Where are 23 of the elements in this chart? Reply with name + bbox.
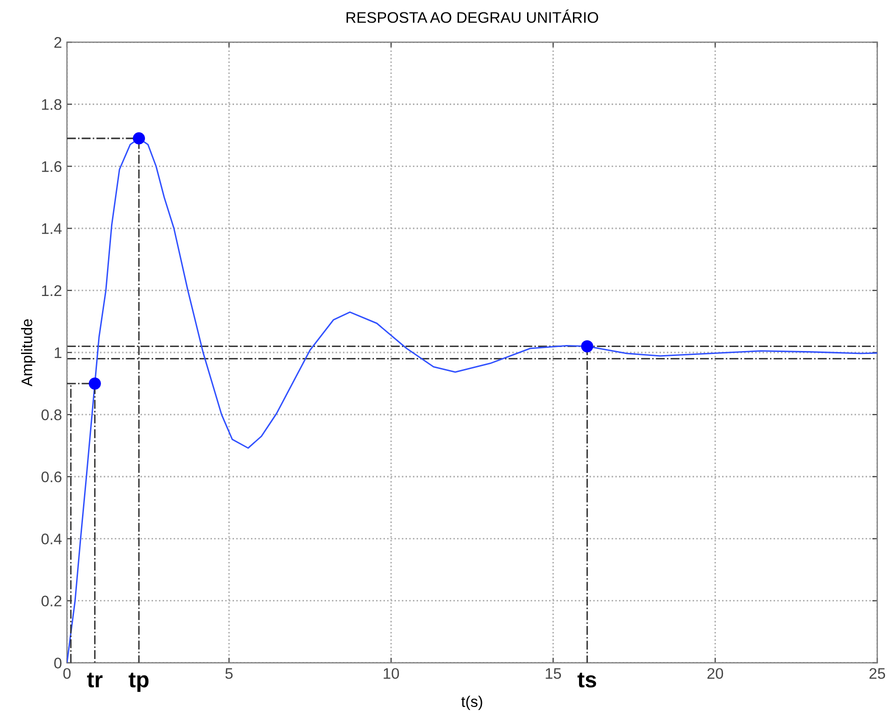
annotation: tr [87, 672, 103, 688]
y-tick-label: 0.4 [41, 534, 62, 544]
y-tick-label: 1.8 [42, 99, 62, 110]
y-tick-label: 0.8 [41, 409, 62, 420]
x-tick-label: 5 [225, 668, 233, 679]
annotation: ts [578, 672, 596, 688]
y-tick-label: 1.6 [42, 161, 62, 172]
y-tick-label: 0.6 [41, 471, 62, 482]
x-axis-title: t(s) [461, 696, 482, 710]
y-tick-label: 2 [54, 37, 62, 48]
x-tick-label: 15 [546, 668, 561, 679]
x-tick-label: 10 [384, 668, 399, 679]
y-tick-label: 0.2 [41, 596, 62, 606]
annotation: tp [128, 672, 148, 692]
y-axis-title: Amplitude [21, 319, 36, 386]
x-tick-label: 20 [707, 668, 724, 679]
y-tick-label: 1.2 [42, 285, 62, 296]
x-tick-label: 0 [63, 668, 71, 679]
y-tick-label: 1 [54, 348, 62, 358]
y-tick-label: 1.4 [42, 223, 62, 234]
x-tick-label: 25 [870, 668, 886, 679]
y-tick-label: 0 [54, 658, 62, 668]
chart-title: RESPOSTA AO DEGRAU UNITÁRIO [346, 9, 598, 23]
